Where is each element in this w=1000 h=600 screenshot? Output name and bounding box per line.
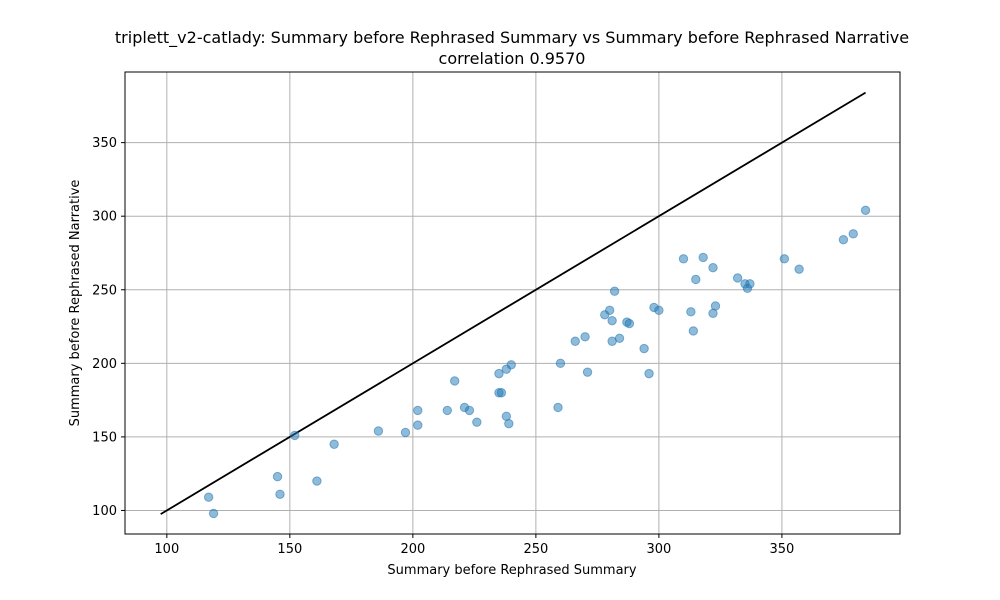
x-tick-label: 150 [277, 542, 302, 557]
data-point [582, 367, 593, 377]
x-tick-label: 100 [154, 542, 179, 557]
data-point [794, 264, 804, 274]
y-tick-label: 300 [92, 210, 117, 225]
x-tick-label: 350 [769, 542, 794, 557]
data-point [449, 376, 460, 386]
data-point [272, 471, 283, 482]
data-point [614, 333, 625, 344]
data-point [848, 229, 858, 239]
data-point [609, 286, 620, 296]
data-point [553, 402, 563, 413]
data-point [745, 279, 755, 289]
y-tick-label: 250 [92, 283, 117, 298]
data-point [442, 405, 453, 416]
data-point [290, 430, 300, 441]
x-axis-ticks: 100 150 200 250 300 350 [154, 534, 794, 557]
data-point [329, 439, 339, 449]
data-point [504, 418, 514, 429]
y-tick-label: 150 [92, 430, 117, 445]
data-point [472, 417, 482, 427]
data-point [688, 326, 699, 336]
data-point [604, 305, 615, 316]
y-tick-label: 100 [92, 504, 117, 519]
grid [125, 72, 900, 534]
y-axis-ticks: 100 150 200 250 300 350 [92, 136, 125, 519]
data-point [400, 427, 411, 438]
data-point [413, 420, 423, 430]
plot-frame [124, 71, 901, 535]
x-tick-label: 250 [523, 542, 548, 557]
data-point [580, 332, 590, 342]
x-tick-label: 300 [646, 542, 671, 557]
data-point [494, 368, 504, 379]
x-tick-label: 200 [400, 542, 425, 557]
data-point [710, 301, 721, 311]
x-axis-label: Summary before Rephrased Summary [387, 563, 636, 578]
data-point [860, 205, 871, 216]
y-tick-label: 350 [92, 136, 117, 151]
data-point [698, 252, 708, 263]
y-tick-label: 200 [92, 357, 117, 372]
reference-line [160, 91, 867, 515]
data-point [555, 358, 566, 369]
chart-subtitle: correlation 0.9570 [439, 49, 586, 68]
y-axis-label: Summary before Rephrased Narrative [68, 180, 83, 427]
data-point [208, 508, 219, 519]
data-point [779, 254, 790, 264]
data-point [506, 360, 516, 370]
reference-line-layer [160, 91, 867, 515]
data-point [691, 274, 701, 285]
data-point [496, 388, 507, 398]
data-point [570, 336, 580, 346]
data-point [686, 307, 696, 317]
data-point [644, 368, 654, 379]
data-point [624, 318, 635, 329]
data-point [373, 426, 384, 436]
data-point [464, 405, 475, 416]
data-point [708, 262, 718, 273]
data-point [413, 405, 423, 416]
data-point [838, 235, 849, 245]
data-point [607, 315, 617, 326]
data-point [275, 489, 285, 499]
points-layer [203, 205, 871, 519]
data-point [312, 476, 322, 486]
data-point [203, 492, 214, 502]
chart-title: triplett_v2-catlady: Summary before Reph… [115, 28, 909, 48]
data-point [654, 305, 664, 316]
data-point [678, 254, 689, 264]
data-point [732, 273, 743, 283]
data-point [639, 343, 649, 354]
